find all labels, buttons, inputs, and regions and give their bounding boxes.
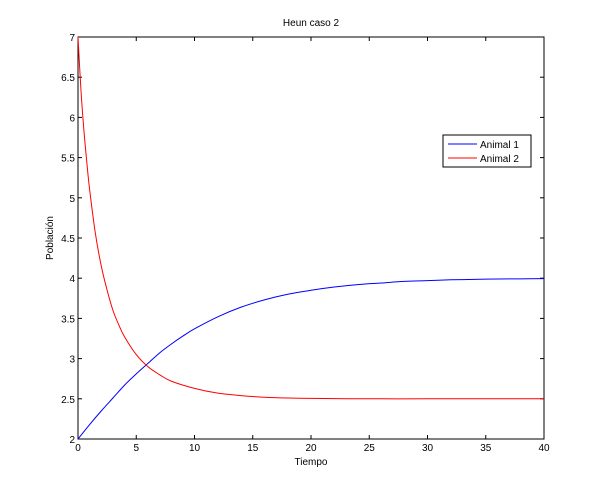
y-tick-label: 3.5 (61, 314, 75, 325)
y-tick-label: 5.5 (61, 154, 75, 165)
series-layer (77, 36, 545, 440)
y-tick-label: 3 (69, 355, 75, 366)
x-tick-label: 30 (422, 443, 434, 454)
x-tick-label: 25 (364, 443, 376, 454)
x-tick-label: 0 (75, 443, 81, 454)
x-tick-label: 40 (538, 443, 550, 454)
legend-label-animal-2: Animal 2 (480, 154, 519, 165)
y-tick-label: 2 (69, 435, 75, 446)
y-tick-label: 4 (69, 274, 75, 285)
legend: Animal 1 Animal 2 (442, 134, 532, 168)
y-tick-label: 5 (69, 194, 75, 205)
series-line-animal-2 (77, 36, 544, 400)
x-tick-label: 10 (189, 443, 201, 454)
x-axis-label: Tiempo (295, 457, 328, 468)
y-tick-label: 4.5 (61, 234, 75, 245)
x-tick-label: 35 (480, 443, 492, 454)
y-axis-label: Población (45, 216, 56, 260)
chart-title: Heun caso 2 (283, 18, 340, 29)
y-tick-label: 6 (69, 113, 75, 124)
series-line-animal-1 (77, 278, 545, 440)
x-tick-label: 5 (133, 443, 139, 454)
x-tick-label: 20 (305, 443, 317, 454)
x-axis-ticks: 0 5 10 15 20 25 30 35 40 (75, 37, 550, 454)
legend-box (442, 134, 532, 168)
y-tick-label: 2.5 (61, 395, 75, 406)
legend-label-animal-1: Animal 1 (480, 140, 519, 151)
plot-area (77, 36, 545, 440)
y-axis-ticks: 2 2.5 3 3.5 4 4.5 5 5.5 6 6.5 7 (61, 33, 544, 446)
x-tick-label: 15 (247, 443, 259, 454)
y-tick-label: 7 (69, 33, 75, 44)
y-tick-label: 6.5 (61, 73, 75, 84)
